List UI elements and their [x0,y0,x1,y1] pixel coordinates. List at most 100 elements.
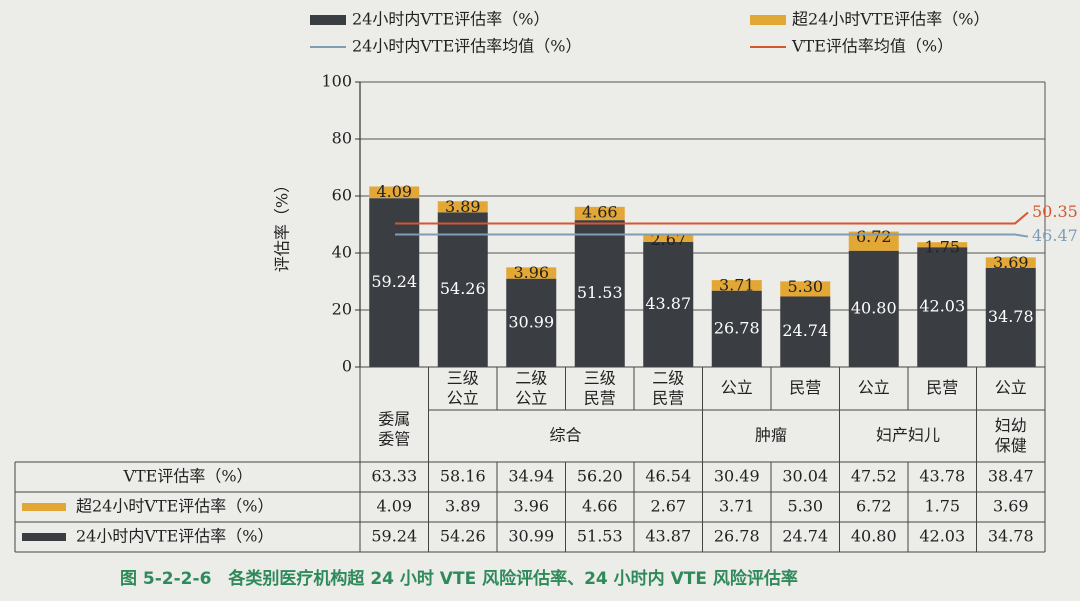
table-row-label: VTE评估率（%） [122,467,252,486]
bar-segment [848,250,899,367]
table-cell: 6.72 [856,497,892,516]
legend-label: 超24小时VTE评估率（%） [792,10,989,29]
bar-segment [848,231,899,251]
x-tick-label: 民营 [789,378,821,397]
x-tick-label: 民营 [926,378,958,397]
group-label: 妇产妇儿 [876,426,940,445]
bar-segment [985,257,1036,268]
bar-segment [574,206,625,221]
data-label: 4.66 [582,202,618,221]
legend-label: 24小时内VTE评估率均值（%） [352,37,581,56]
data-label: 3.71 [719,276,755,295]
bar-segment [643,234,694,242]
x-tick-label: 公立 [721,378,753,397]
table-cell: 42.03 [919,527,965,546]
data-label: 34.78 [988,307,1034,326]
bar-segment [917,242,968,248]
y-tick-label: 0 [342,357,352,376]
table-cell: 5.30 [787,497,823,516]
table-cell: 24.74 [782,527,828,546]
reference-line [395,233,1029,238]
bar-segment [437,201,488,213]
table-cell: 4.09 [376,497,412,516]
table-cell: 59.24 [371,527,417,546]
reference-label: 50.35 [1032,202,1078,221]
table-cell: 34.94 [508,467,554,486]
y-axis-label: 评估率（%） [273,177,292,272]
x-tick-label: 三级公立 [447,368,479,407]
group-label: 妇幼保健 [995,416,1027,455]
x-tick-label: 公立 [858,378,890,397]
y-tick-label: 80 [332,129,352,148]
bar-segment [917,247,968,367]
table-swatch [22,533,66,541]
table-cell: 2.67 [650,497,686,516]
y-tick-label: 20 [332,300,352,319]
table-cell: 3.96 [513,497,549,516]
table-cell: 30.49 [714,467,760,486]
x-tick-label: 二级公立 [515,368,547,407]
data-label: 43.87 [645,294,691,313]
table-cell: 43.78 [919,467,965,486]
bar-segment [711,280,762,291]
data-label: 2.67 [650,230,686,249]
table-cell: 43.87 [645,527,691,546]
table-cell: 38.47 [988,467,1034,486]
bar-segment [369,198,420,367]
data-label: 5.30 [787,277,823,296]
table-cell: 56.20 [577,467,623,486]
table-cell: 3.89 [445,497,481,516]
legend-swatch [750,15,786,25]
legend-label: 24小时内VTE评估率（%） [352,10,549,29]
data-label: 1.75 [924,238,960,257]
table-cell: 3.71 [719,497,755,516]
x-tick-label: 二级民营 [652,368,684,407]
reference-line [395,211,1029,225]
table-cell: 51.53 [577,527,623,546]
bar-segment [506,267,557,279]
table-row-label: 24小时内VTE评估率（%） [76,527,273,546]
y-tick-label: 100 [321,72,352,91]
group-label: 肿瘤 [755,426,787,445]
data-label: 3.89 [445,197,481,216]
table-cell: 4.66 [582,497,618,516]
bar-segment [437,212,488,367]
table-cell: 1.75 [924,497,960,516]
data-label: 42.03 [919,297,965,316]
bar-segment [985,267,1036,367]
table-cell: 47.52 [851,467,897,486]
data-label: 3.69 [993,253,1029,272]
y-tick-label: 60 [332,186,352,205]
table-cell: 34.78 [988,527,1034,546]
data-label: 24.74 [782,321,828,340]
bar-segment [506,278,557,367]
table-cell: 54.26 [440,527,486,546]
group-label: 综合 [549,426,581,445]
table-cell: 26.78 [714,527,760,546]
data-label: 6.72 [856,227,892,246]
table-cell: 30.99 [508,527,554,546]
x-tick-label: 公立 [995,378,1027,397]
data-label: 51.53 [577,283,623,302]
x-tick-label: 三级民营 [584,368,616,407]
table-row-label: 超24小时VTE评估率（%） [76,497,273,516]
table-cell: 63.33 [371,467,417,486]
bar-segment [643,241,694,367]
bar-segment [369,186,420,199]
bar-segment [780,296,831,367]
table-swatch [22,503,66,511]
bar-segment [574,220,625,367]
y-tick-label: 40 [332,243,352,262]
data-label: 54.26 [440,279,486,298]
data-label: 30.99 [508,312,554,331]
legend-swatch [310,15,346,25]
chart-title: 图 5-2-2-6 各类别医疗机构超 24 小时 VTE 风险评估率、24 小时… [120,568,798,589]
reference-label: 46.47 [1032,226,1078,245]
data-label: 3.96 [513,263,549,282]
data-label: 4.09 [376,182,412,201]
data-label: 40.80 [851,298,897,317]
data-label: 59.24 [371,272,417,291]
data-label: 26.78 [714,318,760,337]
